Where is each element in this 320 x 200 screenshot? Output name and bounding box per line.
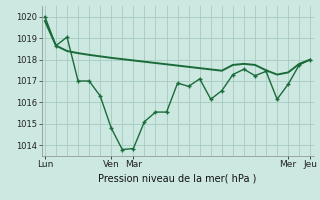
X-axis label: Pression niveau de la mer( hPa ): Pression niveau de la mer( hPa ) bbox=[99, 173, 257, 183]
